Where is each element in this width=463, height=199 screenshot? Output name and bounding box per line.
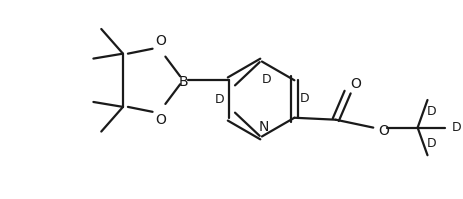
Text: D: D [262, 73, 272, 86]
Text: D: D [426, 137, 436, 150]
Text: O: O [379, 124, 389, 138]
Text: D: D [300, 92, 309, 104]
Text: O: O [155, 34, 166, 48]
Text: N: N [259, 120, 269, 134]
Text: O: O [155, 113, 166, 127]
Text: O: O [350, 77, 361, 91]
Text: D: D [215, 94, 225, 106]
Text: D: D [451, 121, 461, 134]
Text: B: B [178, 75, 188, 89]
Text: D: D [426, 105, 436, 118]
